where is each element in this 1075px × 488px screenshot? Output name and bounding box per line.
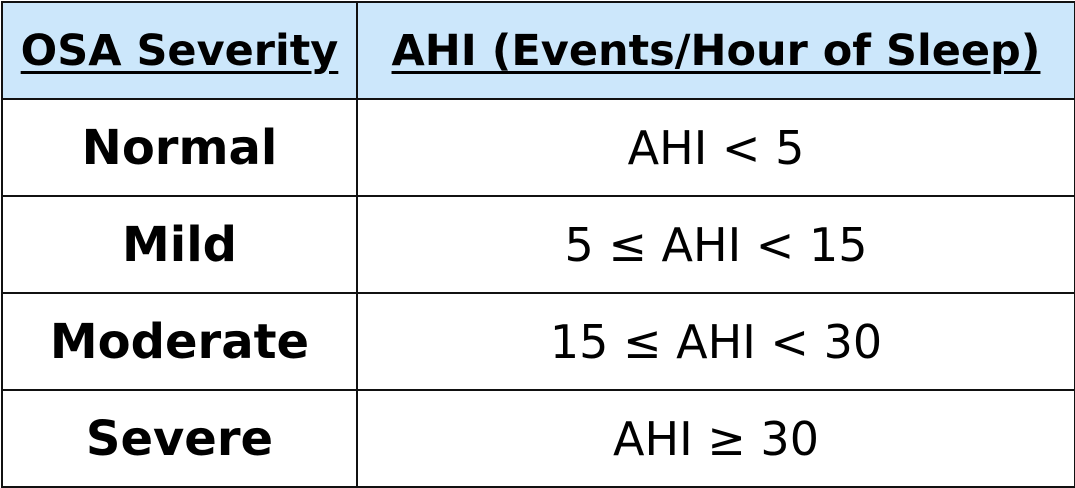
- header-row: OSA Severity AHI (Events/Hour of Sleep): [1, 1, 1075, 100]
- table-body: Normal AHI < 5 Mild 5 ≤ AHI < 15 Moderat…: [1, 98, 1075, 488]
- severity-cell-moderate: Moderate: [1, 292, 358, 391]
- header-osa-severity: OSA Severity: [1, 1, 358, 100]
- ahi-cell-normal: AHI < 5: [356, 98, 1075, 197]
- table-row: Mild 5 ≤ AHI < 15: [1, 195, 1075, 294]
- severity-cell-mild: Mild: [1, 195, 358, 294]
- severity-cell-severe: Severe: [1, 389, 358, 488]
- severity-cell-normal: Normal: [1, 98, 358, 197]
- ahi-cell-severe: AHI ≥ 30: [356, 389, 1075, 488]
- table-row: Severe AHI ≥ 30: [1, 389, 1075, 488]
- table-row: Moderate 15 ≤ AHI < 30: [1, 292, 1075, 391]
- table-header: OSA Severity AHI (Events/Hour of Sleep): [1, 1, 1075, 100]
- header-ahi: AHI (Events/Hour of Sleep): [356, 1, 1075, 100]
- table-row: Normal AHI < 5: [1, 98, 1075, 197]
- ahi-cell-mild: 5 ≤ AHI < 15: [356, 195, 1075, 294]
- ahi-cell-moderate: 15 ≤ AHI < 30: [356, 292, 1075, 391]
